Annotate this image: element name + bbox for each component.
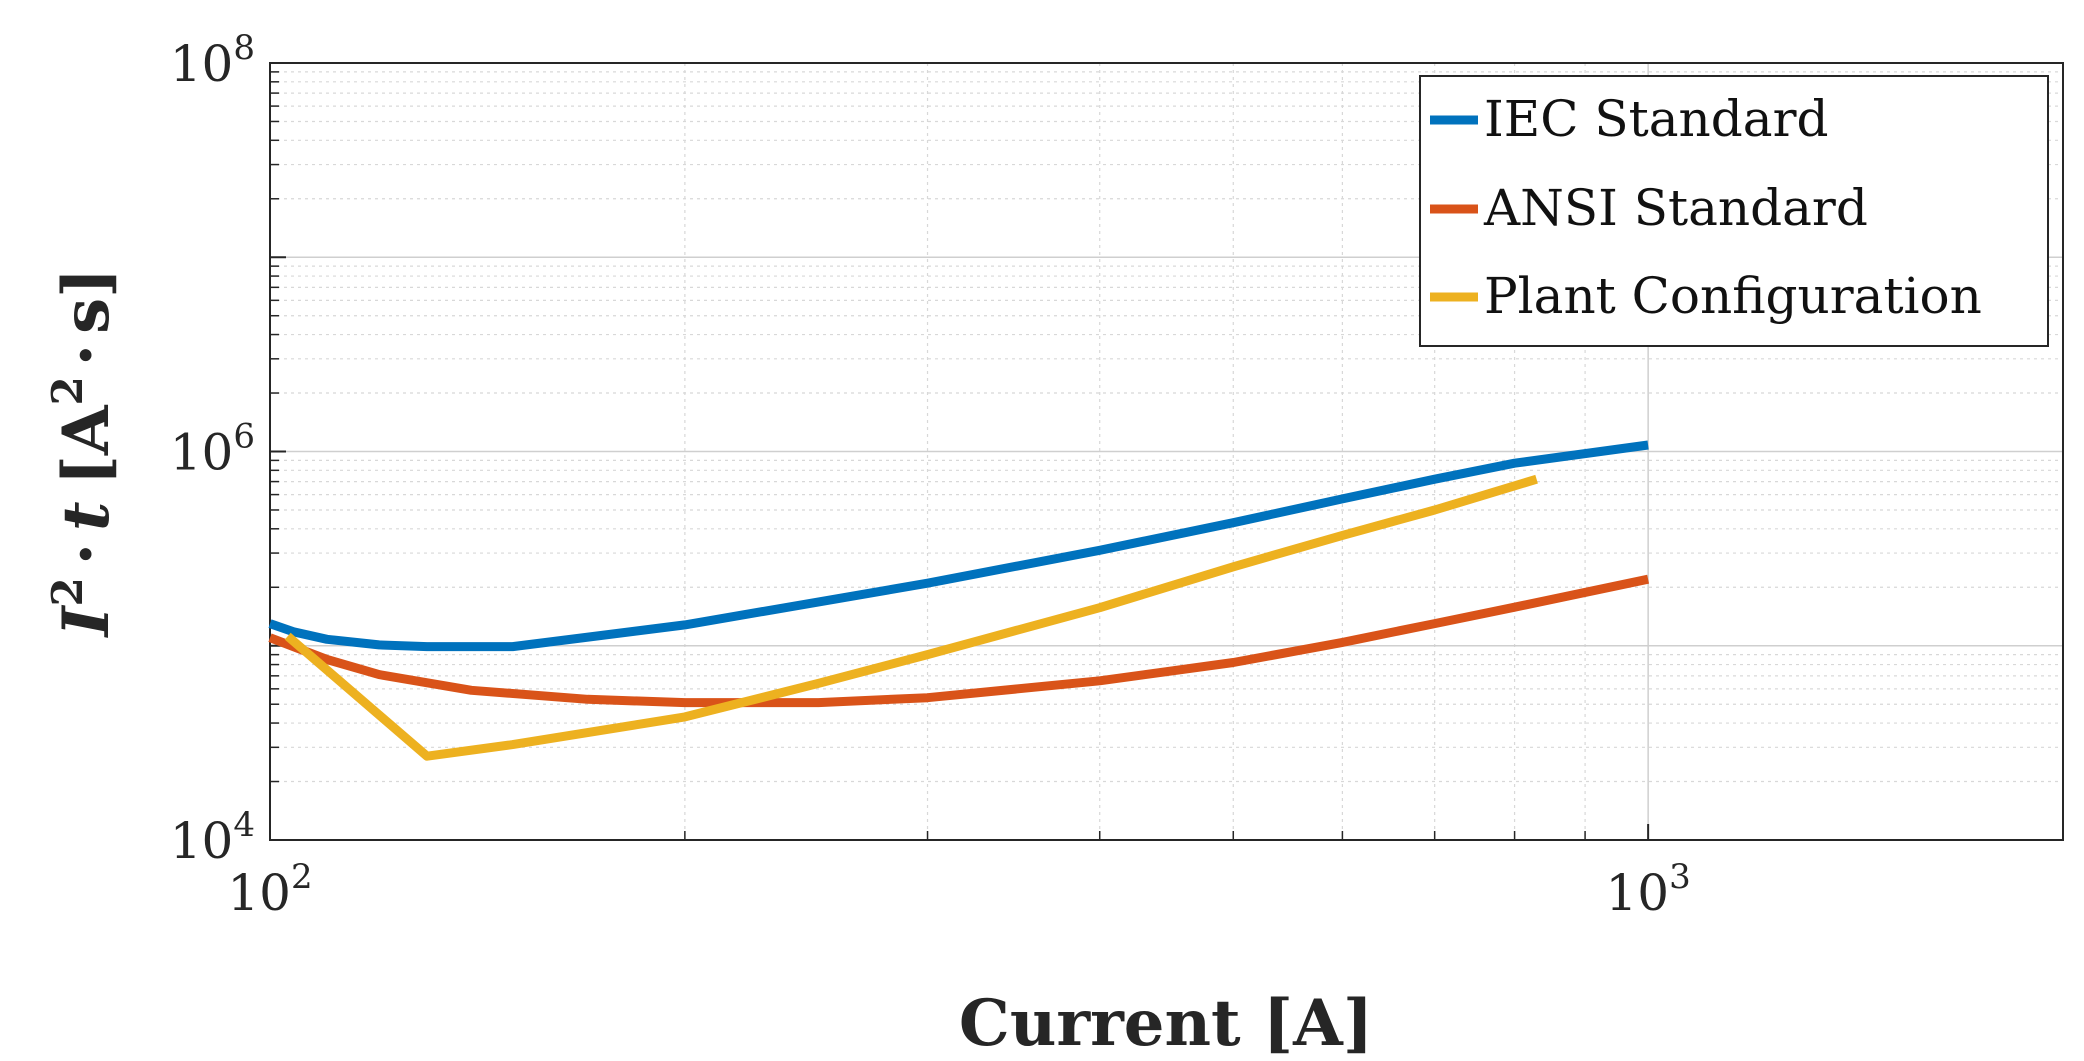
y-tick-label-exponent: 4 [233, 805, 255, 845]
y-tick-label-exponent: 8 [233, 28, 255, 68]
legend-box [1419, 75, 2049, 347]
y-tick-label: 106 [170, 417, 255, 482]
minor-gridlines [270, 63, 2063, 840]
series-line-iec-standard [268, 440, 1649, 652]
y-axis-title-unit-exponent: 2 [43, 376, 92, 405]
y-axis-title-current-symbol: I [49, 604, 124, 638]
y-axis-title: I2·t[A2·s] [43, 268, 124, 639]
y-axis-title-time-symbol: t [49, 501, 124, 531]
y-axis-title-current-exponent: 2 [43, 577, 92, 606]
y-axis-title-unit-open: [A [49, 404, 124, 485]
x-tick-label-exponent: 3 [1669, 857, 1691, 897]
x-axis-title: Current [A] [959, 986, 1373, 1061]
y-tick-label: 104 [170, 805, 255, 870]
legend-label-ansi-standard: ANSI Standard [1483, 179, 1868, 237]
y-tick-label-base: 10 [170, 812, 234, 870]
series-line-ansi-standard [268, 574, 1650, 708]
y-tick-label-exponent: 6 [233, 417, 255, 457]
y-axis-title-dot: · [49, 543, 124, 565]
legend-label-plant-configuration: Plant Configuration [1484, 267, 1982, 325]
y-tick-label-base: 10 [170, 424, 234, 482]
legend: IEC Standard ANSI Standard Plant Configu… [1419, 75, 2049, 347]
x-tick-label: 103 [1606, 857, 1691, 922]
axis-tick-marks [269, 62, 1650, 841]
series-lines [268, 440, 1650, 761]
y-tick-label: 108 [170, 28, 255, 93]
y-axis-title-unit-close: s] [49, 268, 124, 334]
x-tick-label: 102 [227, 857, 312, 922]
x-tick-label-base: 10 [227, 864, 291, 922]
series-line-plant-configuration [284, 474, 1538, 761]
x-tick-label-base: 10 [1606, 864, 1670, 922]
y-axis-title-unit-dot: · [49, 344, 124, 366]
y-tick-label-base: 10 [170, 35, 234, 93]
legend-label-iec-standard: IEC Standard [1484, 90, 1828, 148]
x-tick-label-exponent: 2 [291, 857, 313, 897]
